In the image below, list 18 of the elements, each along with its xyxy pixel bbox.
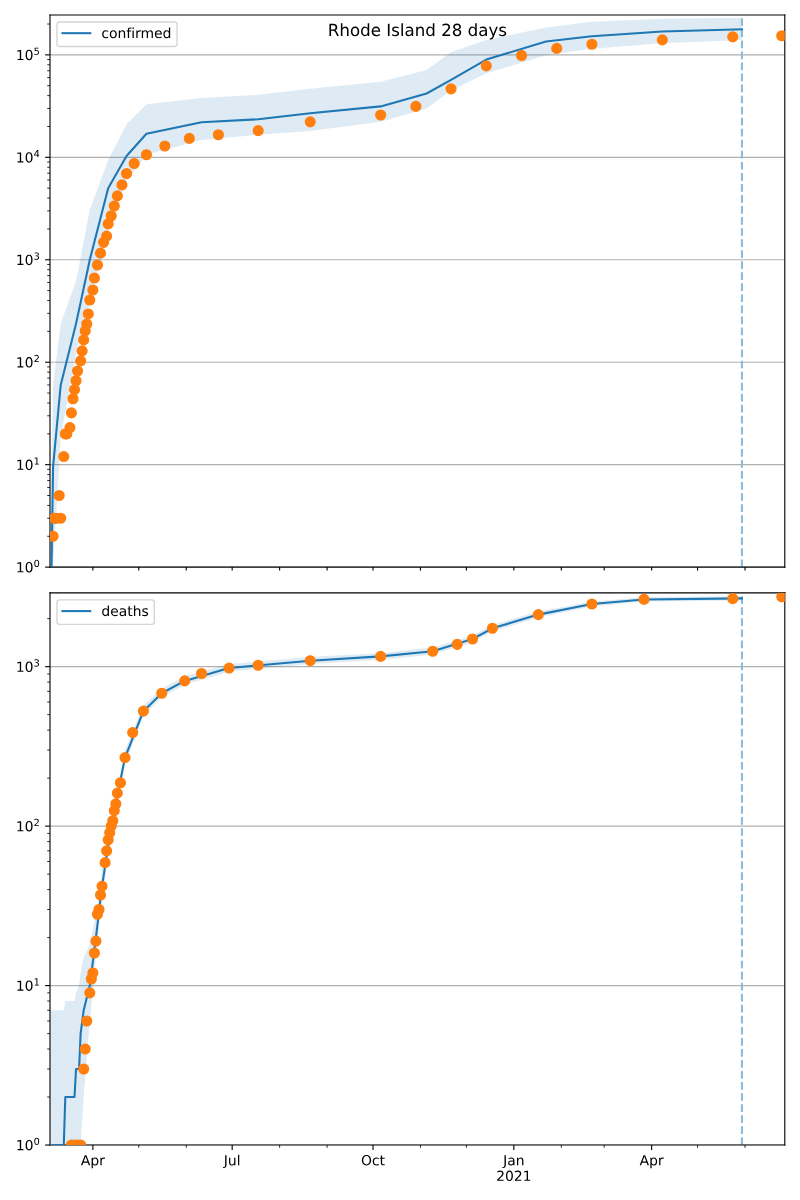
legend-label: deaths <box>102 605 149 617</box>
y-tick-label: 10$^{2}$ <box>17 818 39 832</box>
y-tick-label: 10$^{3}$ <box>17 659 40 673</box>
x-tick-label: Apr <box>639 1155 664 1169</box>
y-tick-label: 10$^{0}$ <box>17 559 40 573</box>
y-tick-label: 10$^{4}$ <box>17 150 40 163</box>
y-tick-label: 10$^{5}$ <box>17 47 39 61</box>
y-tick-label: 10$^{1}$ <box>17 978 39 991</box>
legend-label: confirmed <box>102 27 171 39</box>
x-tick-label: Apr <box>80 1155 105 1169</box>
x-tick-label: Jan 2021 <box>497 1155 531 1182</box>
x-tick-label: Jul <box>223 1154 240 1169</box>
x-tick-label: Oct <box>361 1155 385 1166</box>
y-tick-label: 10$^{3}$ <box>17 252 40 266</box>
y-tick-label: 10$^{1}$ <box>17 457 39 471</box>
chart-title: Rhode Island 28 days <box>329 23 507 40</box>
y-tick-label: 10$^{2}$ <box>17 354 39 368</box>
y-tick-label: 10$^{0}$ <box>17 1137 40 1151</box>
